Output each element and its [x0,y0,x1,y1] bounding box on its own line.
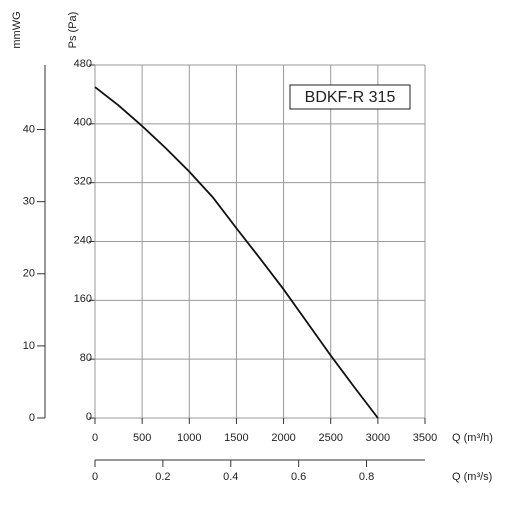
x-tick-label: 500 [133,432,151,444]
x-tick-label: 3500 [413,432,437,444]
annotation-box [289,84,411,110]
curve [94,86,379,419]
x-tick-label: 0 [92,432,98,444]
y-tick-label: 400 [74,117,92,129]
x-axis-label: Q (m³/h) [452,432,493,444]
y-tick-label: 80 [80,352,92,364]
x2-tick-label: 0.4 [223,471,238,483]
x2-tick-label: 0.2 [155,471,170,483]
y2-tick-label: 20 [23,268,35,280]
y-tick-label: 0 [86,411,92,423]
y-axis-label: Ps (Pa) [67,12,79,49]
x-tick-label: 3000 [366,432,390,444]
y2-tick-label: 0 [29,412,35,424]
y-tick-label: 160 [74,293,92,305]
x2-axis-label: Q (m³/s) [452,471,492,483]
x-tick-label: 1500 [224,432,248,444]
y-tick-label: 480 [74,58,92,70]
y2-tick-label: 10 [23,340,35,352]
y-tick-label: 240 [74,234,92,246]
y-tick-label: 320 [74,176,92,188]
y2-tick-label: 40 [23,123,35,135]
x2-tick-label: 0.6 [291,471,306,483]
annotation: BDKF-R 315 [305,89,396,106]
x-tick-label: 1000 [177,432,201,444]
x-tick-label: 2500 [318,432,342,444]
y2-axis-label: mmWG [11,11,23,48]
y2-tick-label: 30 [23,196,35,208]
x2-tick-label: 0 [92,471,98,483]
x-tick-label: 2000 [271,432,295,444]
x2-tick-label: 0.8 [359,471,374,483]
